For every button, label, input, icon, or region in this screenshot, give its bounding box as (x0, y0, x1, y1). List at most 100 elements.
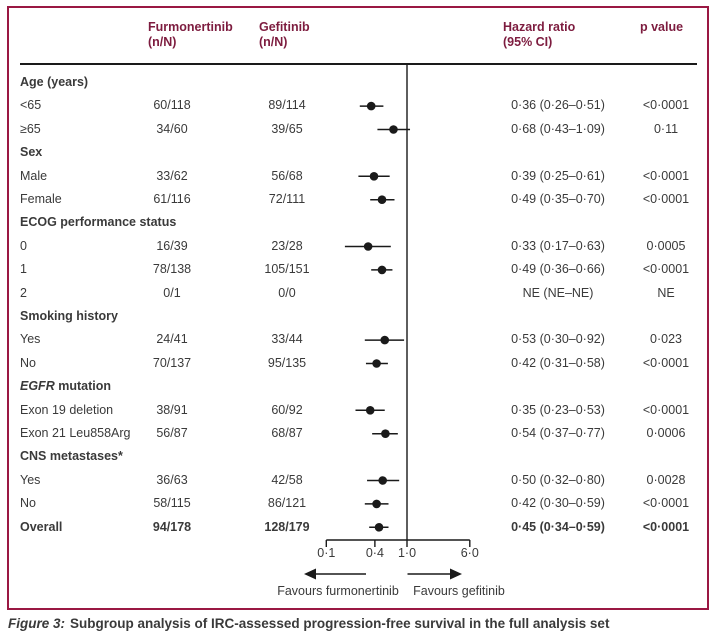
p-value: <0·0001 (642, 355, 690, 370)
column-header-furmonertinib-sub: (n/N) (148, 35, 177, 49)
furmonertinib-count: 0/1 (163, 285, 181, 300)
gefitinib-count: 23/28 (271, 238, 303, 253)
furmonertinib-count: 60/118 (153, 98, 191, 113)
p-value: NE (657, 285, 675, 300)
p-value: 0·11 (653, 121, 679, 136)
favours-furmonertinib-label: Favours furmonertinib (277, 584, 399, 598)
column-header-hazard-ratio: Hazard ratio (95% CI) (503, 20, 575, 50)
gefitinib-count: 33/44 (271, 332, 303, 347)
p-value: <0·0001 (642, 519, 690, 534)
hazard-ratio-value: 0·49 (0·36–0·66) (511, 262, 605, 277)
subgroup-row: Exon 21 Leu858Arg 56/87 68/87 0·54 (0·37–0·… (0, 422, 714, 445)
gefitinib-count: 95/135 (267, 355, 307, 370)
gefitinib-count: 128/179 (264, 519, 310, 534)
p-value: <0·0001 (642, 262, 690, 277)
row-label: Yes (20, 332, 41, 347)
subgroup-row: 1 78/138 105/151 0·49 (0·36–0·66) <0·0001 (0, 258, 714, 281)
subgroup-row: Yes 36/63 42/58 0·50 (0·32–0·80) 0·0028 (0, 469, 714, 492)
gefitinib-count: 89/114 (268, 98, 306, 113)
subgroup-row: 0 16/39 23/28 0·33 (0·17–0·63) 0·0005 (0, 235, 714, 258)
column-header-gefitinib-sub: (n/N) (259, 35, 288, 49)
subgroup-header-row: CNS metastases* (0, 445, 714, 468)
subgroup-header-row: ECOG performance status (0, 211, 714, 234)
row-label: ≥65 (20, 121, 41, 136)
axis-tick-label: 0·4 (365, 546, 384, 560)
subgroup-row: No 58/115 86/121 0·42 (0·30–0·59) <0·0001 (0, 492, 714, 515)
p-value: 0·0028 (646, 472, 686, 487)
column-header-gefitinib-name: Gefitinib (259, 20, 310, 34)
caption-figure-number: Figure 3: (8, 616, 66, 631)
axis-tick-label: 6·0 (460, 546, 479, 560)
gefitinib-count: 86/121 (267, 496, 307, 511)
p-value: <0·0001 (642, 402, 690, 417)
row-label: <65 (20, 98, 42, 113)
furmonertinib-count: 34/60 (156, 121, 188, 136)
row-label: 2 (20, 285, 27, 300)
furmonertinib-count: 61/116 (153, 192, 191, 206)
subgroup-header-row: EGFR mutation (0, 375, 714, 398)
gefitinib-count: 105/151 (264, 262, 310, 277)
furmonertinib-count: 94/178 (152, 519, 192, 534)
row-label: Age (years) (20, 75, 89, 89)
row-label: No (20, 355, 36, 370)
p-value: 0·023 (650, 332, 682, 347)
column-header-gefitinib: Gefitinib (n/N) (259, 20, 310, 50)
furmonertinib-count: 24/41 (156, 332, 188, 347)
hazard-ratio-value: NE (NE–NE) (522, 285, 594, 300)
p-value: 0·0005 (646, 238, 686, 253)
figure-caption: Figure 3: Subgroup analysis of IRC-assess… (8, 616, 609, 631)
row-label: CNS metastases* (20, 449, 123, 464)
row-label: Overall (20, 519, 63, 534)
furmonertinib-count: 16/39 (156, 238, 188, 253)
subgroup-row: <65 60/118 89/114 0·36 (0·26–0·51) <0·0001 (0, 94, 714, 117)
hazard-ratio-value: 0·42 (0·30–0·59) (511, 496, 605, 511)
gefitinib-count: 42/58 (271, 472, 303, 487)
favours-gefitinib-label: Favours gefitinib (413, 584, 505, 598)
hazard-ratio-value: 0·39 (0·25–0·61) (511, 168, 605, 183)
furmonertinib-count: 78/138 (152, 262, 192, 277)
hazard-ratio-value: 0·54 (0·37–0·77) (511, 426, 605, 440)
subgroup-row: Female 61/116 72/111 0·49 (0·35–0·70) <0·000… (0, 188, 714, 211)
subgroup-header-row: Smoking history (0, 305, 714, 328)
furmonertinib-count: 70/137 (152, 355, 192, 370)
subgroup-row: 2 0/1 0/0 NE (NE–NE) NE (0, 282, 714, 305)
p-value: <0·0001 (642, 192, 690, 206)
subgroup-row: Overall 94/178 128/179 0·45 (0·34–0·59) <0·0… (0, 516, 714, 539)
gefitinib-count: 0/0 (278, 285, 296, 300)
row-label: EGFR mutation (20, 379, 111, 394)
subgroup-header-row: Age (years) (0, 71, 714, 94)
row-label: Sex (20, 145, 43, 160)
hazard-ratio-value: 0·49 (0·35–0·70) (511, 192, 605, 206)
hazard-ratio-value: 0·68 (0·43–1·09) (511, 121, 605, 136)
subgroup-row: Male 33/62 56/68 0·39 (0·25–0·61) <0·0001 (0, 165, 714, 188)
gefitinib-count: 72/111 (268, 192, 306, 206)
row-label: Exon 21 Leu858Arg (20, 426, 131, 440)
p-value: 0·0006 (646, 426, 686, 440)
subgroup-row: Exon 19 deletion 38/91 60/92 0·35 (0·23–0·5… (0, 399, 714, 422)
row-label: ECOG performance status (20, 215, 177, 230)
furmonertinib-count: 58/115 (153, 496, 191, 511)
row-label: Exon 19 deletion (20, 402, 114, 417)
furmonertinib-count: 33/62 (156, 168, 188, 183)
row-label: Smoking history (20, 309, 118, 323)
hazard-ratio-value: 0·42 (0·31–0·58) (511, 355, 605, 370)
furmonertinib-count: 56/87 (156, 426, 188, 440)
hazard-ratio-value: 0·36 (0·26–0·51) (511, 98, 605, 113)
subgroup-row: ≥65 34/60 39/65 0·68 (0·43–1·09) 0·11 (0, 118, 714, 141)
figure-frame (7, 6, 709, 610)
hazard-ratio-value: 0·53 (0·30–0·92) (511, 332, 605, 347)
hazard-ratio-value: 0·35 (0·23–0·53) (511, 402, 605, 417)
row-label: Male (20, 168, 48, 183)
furmonertinib-count: 38/91 (156, 402, 188, 417)
column-header-p-value-name: p value (640, 20, 684, 34)
row-label: 1 (20, 262, 27, 277)
hazard-ratio-value: 0·45 (0·34–0·59) (511, 519, 605, 534)
row-label: Yes (20, 472, 41, 487)
gefitinib-count: 56/68 (271, 168, 303, 183)
row-label: 0 (20, 238, 27, 253)
subgroup-row: Yes 24/41 33/44 0·53 (0·30–0·92) 0·023 (0, 328, 714, 351)
column-header-p-value: p value (640, 20, 683, 35)
gefitinib-count: 68/87 (271, 426, 303, 440)
hazard-ratio-value: 0·33 (0·17–0·63) (511, 238, 605, 253)
gefitinib-count: 39/65 (271, 121, 303, 136)
